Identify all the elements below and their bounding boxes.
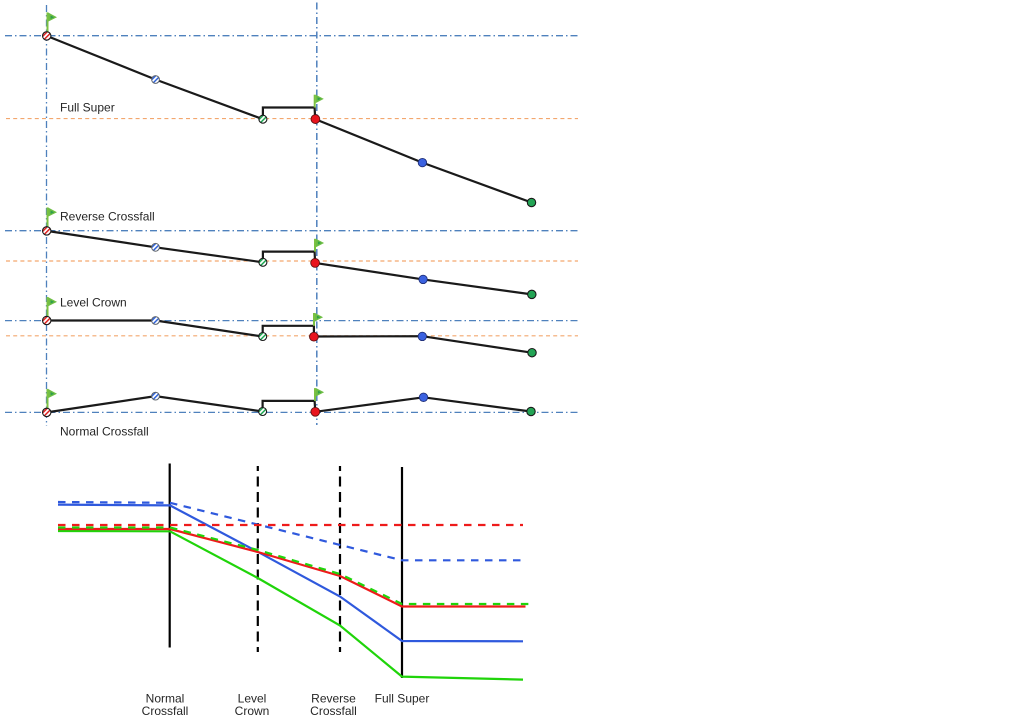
svg-text:Crown: Crown <box>235 704 270 718</box>
svg-text:Reverse: Reverse <box>311 691 356 705</box>
svg-text:Level Crown: Level Crown <box>60 295 127 309</box>
svg-text:Crossfall: Crossfall <box>310 704 357 718</box>
svg-text:Crossfall: Crossfall <box>142 704 189 718</box>
svg-text:Normal Crossfall: Normal Crossfall <box>60 424 149 438</box>
svg-text:Normal: Normal <box>146 691 185 705</box>
svg-text:Reverse Crossfall: Reverse Crossfall <box>60 210 155 224</box>
svg-text:Full Super: Full Super <box>375 691 430 705</box>
svg-text:Full Super: Full Super <box>60 101 115 115</box>
svg-text:Level: Level <box>238 691 267 705</box>
